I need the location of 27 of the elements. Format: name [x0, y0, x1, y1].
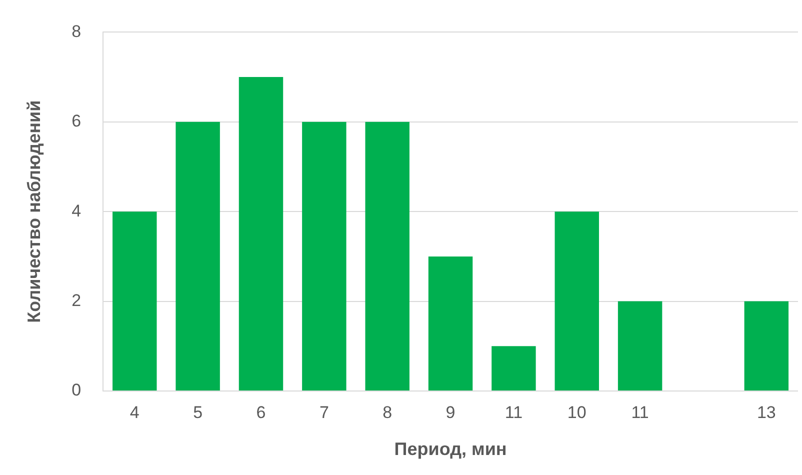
bar	[302, 122, 346, 390]
x-tick-label: 13	[756, 402, 776, 422]
x-tick-label: 7	[319, 402, 329, 422]
x-tick-label: 5	[193, 402, 203, 422]
bar	[618, 301, 662, 390]
bar	[492, 346, 536, 390]
x-tick-label: 8	[382, 402, 392, 422]
bar	[428, 256, 473, 390]
bar	[554, 212, 599, 390]
bar	[365, 122, 410, 390]
y-axis-title: Количество наблюдений	[24, 100, 44, 323]
x-tick-label: 10	[567, 402, 586, 422]
y-tick-label: 0	[72, 380, 82, 400]
y-tick-label: 2	[72, 290, 82, 310]
x-axis-title: Период, мин	[394, 439, 507, 460]
x-tick-label: 11	[504, 402, 523, 422]
y-tick-label: 6	[72, 112, 82, 131]
bar	[238, 77, 284, 390]
bar	[112, 212, 157, 390]
bar	[744, 301, 789, 390]
x-tick-label: 9	[446, 402, 456, 422]
x-tick-label: 11	[631, 402, 649, 422]
y-tick-label: 4	[72, 201, 82, 220]
y-tick-label: 8	[72, 22, 82, 41]
bar	[176, 122, 220, 390]
x-tick-label: 4	[130, 402, 140, 422]
x-tick-label: 6	[256, 402, 266, 422]
